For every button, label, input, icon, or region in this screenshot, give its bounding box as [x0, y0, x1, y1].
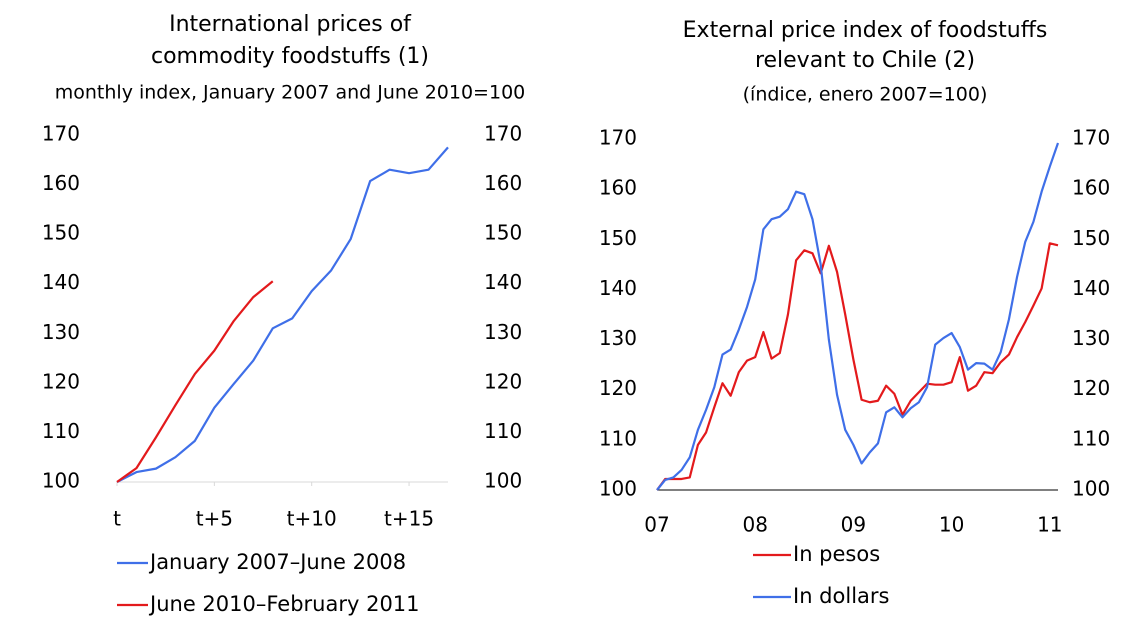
y-tick-label: 100 — [599, 477, 637, 501]
y2-tick-label: 120 — [484, 369, 522, 393]
x-tick-label: t+10 — [287, 507, 337, 531]
series-line — [656, 142, 1060, 491]
y-tick-label: 130 — [599, 326, 637, 350]
y2-tick-label: 150 — [484, 221, 522, 245]
series-line — [656, 242, 1059, 491]
y-tick-label: 140 — [599, 276, 637, 300]
y-tick-label: 170 — [42, 122, 80, 146]
chart-title: commodity foodstuffs (1) — [151, 44, 429, 69]
legend-label: In dollars — [793, 584, 889, 608]
x-tick-label: 09 — [841, 513, 866, 537]
chart-subtitle: (índice, enero 2007=100) — [743, 84, 988, 106]
y-tick-label: 110 — [599, 426, 637, 450]
chart-subtitle: monthly index, January 2007 and June 201… — [55, 82, 526, 104]
y2-tick-label: 130 — [484, 320, 522, 344]
x-tick-label: 08 — [742, 513, 767, 537]
legend-label: January 2007–June 2008 — [148, 550, 406, 574]
y2-tick-label: 120 — [1072, 376, 1110, 400]
x-tick-label: 10 — [939, 513, 964, 537]
y-tick-label: 120 — [599, 376, 637, 400]
series-line — [116, 280, 274, 483]
y2-tick-label: 130 — [1072, 326, 1110, 350]
y-tick-label: 120 — [42, 369, 80, 393]
chart-title: International prices of — [169, 12, 412, 37]
y2-tick-label: 160 — [484, 171, 522, 195]
y2-tick-label: 140 — [484, 270, 522, 294]
y-tick-label: 110 — [42, 419, 80, 443]
y-tick-label: 130 — [42, 320, 80, 344]
y-tick-label: 100 — [42, 469, 80, 493]
legend-label: June 2010–February 2011 — [148, 592, 420, 616]
x-tick-label: 07 — [644, 513, 669, 537]
legend-label: In pesos — [793, 542, 880, 566]
y-tick-label: 160 — [599, 176, 637, 200]
y2-tick-label: 170 — [484, 122, 522, 146]
y-tick-label: 150 — [42, 221, 80, 245]
y-tick-label: 140 — [42, 270, 80, 294]
x-tick-label: t — [113, 507, 121, 531]
y2-tick-label: 100 — [1072, 477, 1110, 501]
y2-tick-label: 110 — [1072, 426, 1110, 450]
chart-title: External price index of foodstuffs — [683, 18, 1048, 43]
chart-title: relevant to Chile (2) — [755, 48, 975, 73]
x-tick-label: t+5 — [196, 507, 233, 531]
y2-tick-label: 100 — [484, 469, 522, 493]
y2-tick-label: 140 — [1072, 276, 1110, 300]
y2-tick-label: 110 — [484, 419, 522, 443]
series-line — [116, 146, 449, 483]
y2-tick-label: 150 — [1072, 226, 1110, 250]
y2-tick-label: 160 — [1072, 176, 1110, 200]
y2-tick-label: 170 — [1072, 126, 1110, 150]
x-tick-label: 11 — [1037, 513, 1062, 537]
y-tick-label: 170 — [599, 126, 637, 150]
y-tick-label: 150 — [599, 226, 637, 250]
y-tick-label: 160 — [42, 171, 80, 195]
x-tick-label: t+15 — [384, 507, 434, 531]
